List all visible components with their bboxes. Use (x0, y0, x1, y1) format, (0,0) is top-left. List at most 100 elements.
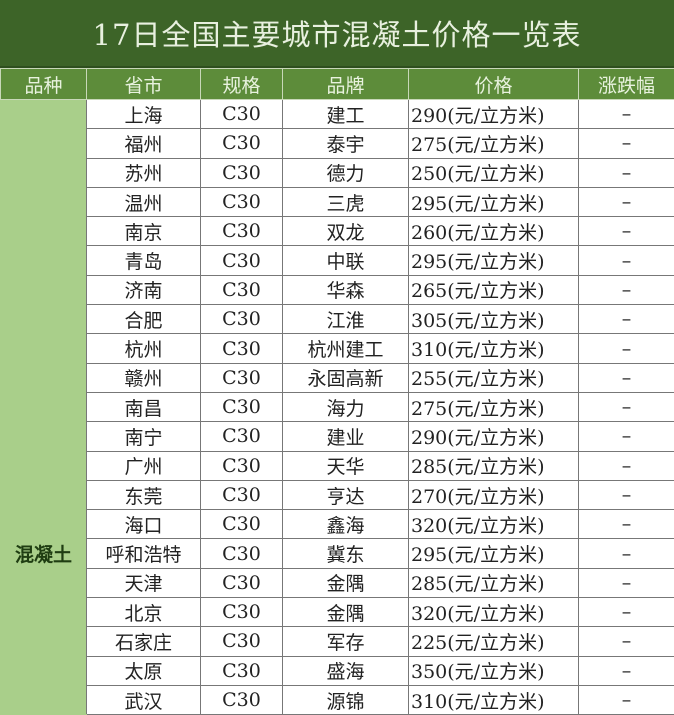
city-cell: 北京 (87, 598, 201, 627)
change-cell: – (579, 451, 674, 480)
category-cell: 混凝土 (1, 100, 87, 715)
spec-cell: C30 (201, 305, 283, 334)
spec-cell: C30 (201, 539, 283, 568)
spec-cell: C30 (201, 598, 283, 627)
spec-cell: C30 (201, 422, 283, 451)
city-cell: 合肥 (87, 305, 201, 334)
city-cell: 东莞 (87, 480, 201, 509)
change-cell: – (579, 627, 674, 656)
city-cell: 南宁 (87, 422, 201, 451)
change-cell: – (579, 187, 674, 216)
change-cell: – (579, 129, 674, 158)
brand-cell: 鑫海 (283, 510, 409, 539)
brand-cell: 源锦 (283, 685, 409, 714)
city-cell: 天津 (87, 568, 201, 597)
city-cell: 武汉 (87, 685, 201, 714)
city-cell: 苏州 (87, 158, 201, 187)
spec-cell: C30 (201, 129, 283, 158)
price-cell: 225(元/立方米) (409, 627, 579, 656)
price-cell: 320(元/立方米) (409, 598, 579, 627)
price-cell: 270(元/立方米) (409, 480, 579, 509)
change-cell: – (579, 217, 674, 246)
price-cell: 290(元/立方米) (409, 100, 579, 129)
spec-cell: C30 (201, 656, 283, 685)
brand-cell: 军存 (283, 627, 409, 656)
brand-cell: 建工 (283, 100, 409, 129)
price-cell: 295(元/立方米) (409, 246, 579, 275)
change-cell: – (579, 598, 674, 627)
change-cell: – (579, 656, 674, 685)
price-cell: 295(元/立方米) (409, 187, 579, 216)
brand-cell: 中联 (283, 246, 409, 275)
brand-cell: 建业 (283, 422, 409, 451)
brand-cell: 华森 (283, 275, 409, 304)
city-cell: 海口 (87, 510, 201, 539)
city-cell: 呼和浩特 (87, 539, 201, 568)
brand-cell: 海力 (283, 392, 409, 421)
brand-cell: 双龙 (283, 217, 409, 246)
city-cell: 济南 (87, 275, 201, 304)
spec-cell: C30 (201, 363, 283, 392)
spec-cell: C30 (201, 685, 283, 714)
change-cell: – (579, 480, 674, 509)
price-cell: 305(元/立方米) (409, 305, 579, 334)
column-header: 省市 (87, 69, 201, 100)
brand-cell: 杭州建工 (283, 334, 409, 363)
change-cell: – (579, 422, 674, 451)
price-cell: 295(元/立方米) (409, 539, 579, 568)
city-cell: 上海 (87, 100, 201, 129)
price-cell: 265(元/立方米) (409, 275, 579, 304)
change-cell: – (579, 246, 674, 275)
column-header: 品种 (1, 69, 87, 100)
change-cell: – (579, 685, 674, 714)
price-cell: 290(元/立方米) (409, 422, 579, 451)
table-title: 17日全国主要城市混凝土价格一览表 (0, 0, 674, 68)
spec-cell: C30 (201, 510, 283, 539)
price-cell: 275(元/立方米) (409, 129, 579, 158)
change-cell: – (579, 334, 674, 363)
spec-cell: C30 (201, 627, 283, 656)
change-cell: – (579, 510, 674, 539)
spec-cell: C30 (201, 568, 283, 597)
spec-cell: C30 (201, 451, 283, 480)
price-cell: 275(元/立方米) (409, 392, 579, 421)
change-cell: – (579, 305, 674, 334)
city-cell: 温州 (87, 187, 201, 216)
spec-cell: C30 (201, 275, 283, 304)
city-cell: 太原 (87, 656, 201, 685)
city-cell: 石家庄 (87, 627, 201, 656)
brand-cell: 盛海 (283, 656, 409, 685)
column-header: 价格 (409, 69, 579, 100)
spec-cell: C30 (201, 392, 283, 421)
change-cell: – (579, 392, 674, 421)
change-cell: – (579, 100, 674, 129)
price-cell: 260(元/立方米) (409, 217, 579, 246)
brand-cell: 泰宇 (283, 129, 409, 158)
price-cell: 250(元/立方米) (409, 158, 579, 187)
brand-cell: 江淮 (283, 305, 409, 334)
spec-cell: C30 (201, 100, 283, 129)
city-cell: 南京 (87, 217, 201, 246)
brand-cell: 德力 (283, 158, 409, 187)
change-cell: – (579, 363, 674, 392)
price-cell: 320(元/立方米) (409, 510, 579, 539)
brand-cell: 金隅 (283, 568, 409, 597)
city-cell: 广州 (87, 451, 201, 480)
spec-cell: C30 (201, 246, 283, 275)
